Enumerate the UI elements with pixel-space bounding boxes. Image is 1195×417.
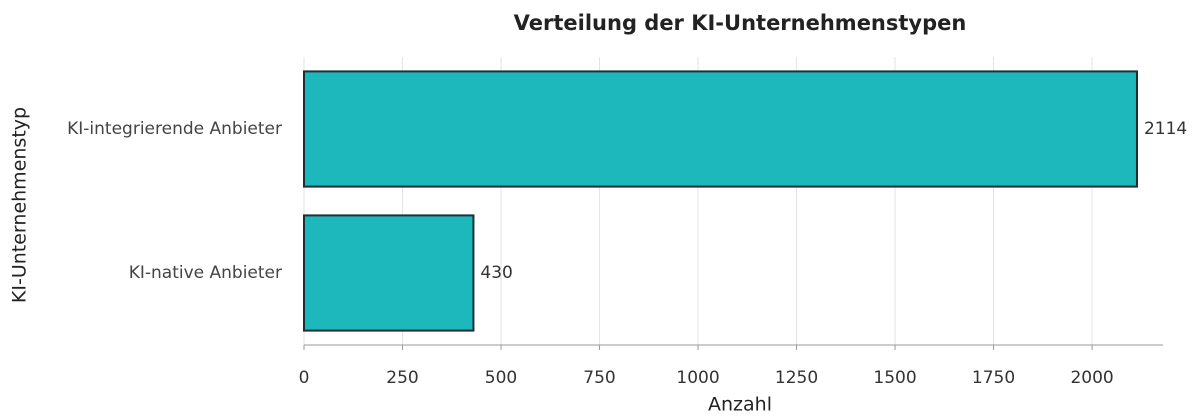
x-tick-label: 1750 (972, 368, 1015, 388)
chart-title: Verteilung der KI-Unternehmenstypen (514, 11, 967, 35)
x-tick-label: 2000 (1070, 368, 1113, 388)
data-label: 2114 (1144, 119, 1187, 139)
x-tick-label: 1000 (676, 368, 719, 388)
bar (303, 214, 475, 332)
x-tick-label: 750 (583, 368, 615, 388)
x-axis-label: Anzahl (708, 394, 772, 416)
y-tick-label: KI-integrierende Anbieter (67, 119, 282, 139)
x-tick-label: 500 (485, 368, 517, 388)
x-tick-label: 250 (386, 368, 418, 388)
y-axis-label: KI-Unternehmenstyp (9, 107, 31, 303)
x-tick-label: 0 (299, 368, 310, 388)
y-tick-label: KI-native Anbieter (129, 263, 282, 283)
bar (303, 70, 1138, 188)
data-label: 430 (480, 263, 512, 283)
x-tick-label: 1500 (873, 368, 916, 388)
x-tick-label: 1250 (775, 368, 818, 388)
